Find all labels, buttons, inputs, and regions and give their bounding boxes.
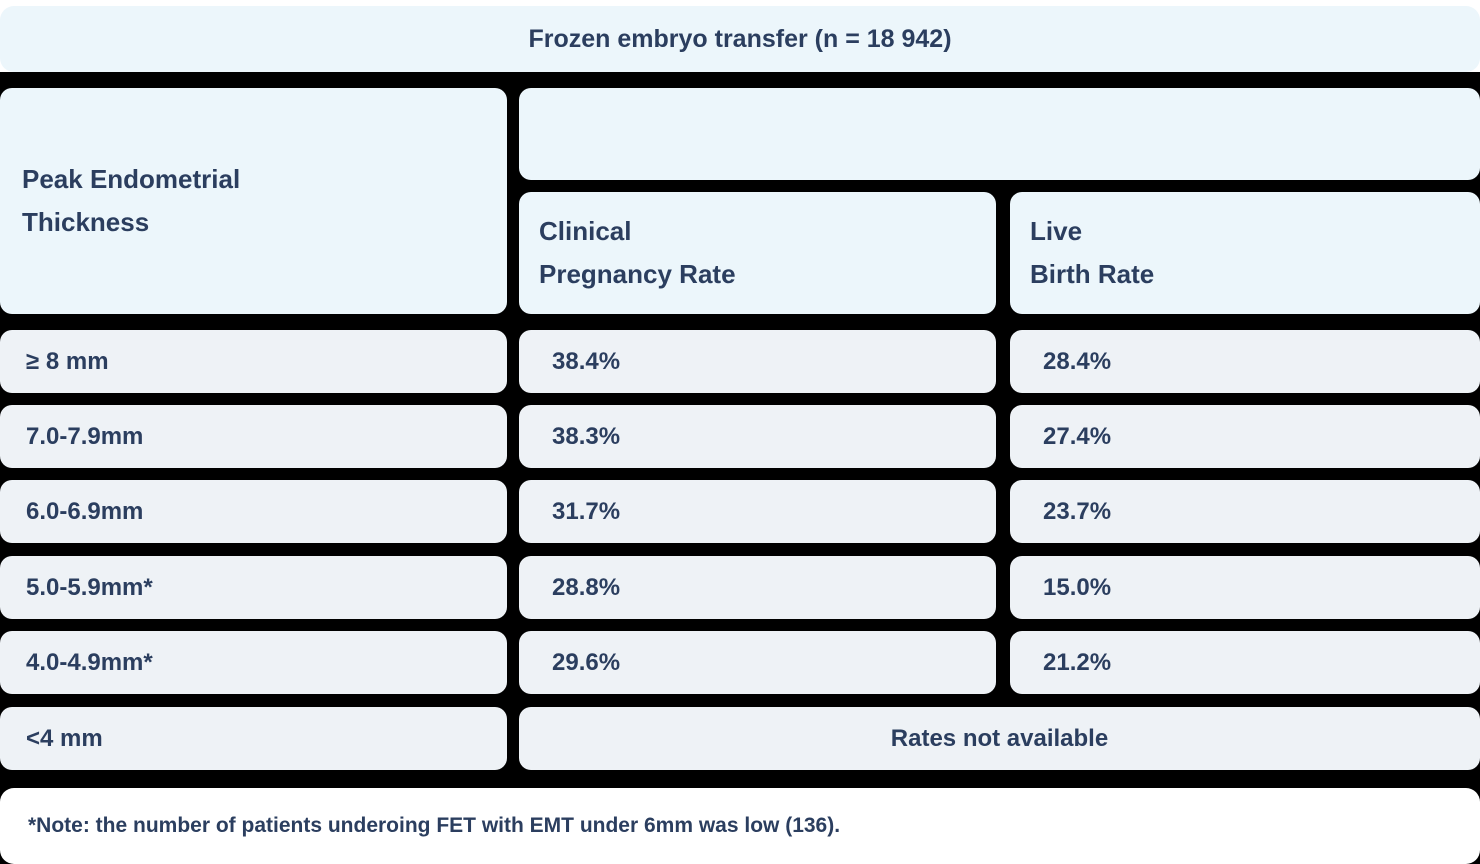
footnote-text: *Note: the number of patients underoing … (28, 814, 841, 837)
table-row-cpr-cell: 38.3% (519, 405, 996, 468)
rates-not-available-cell: Rates not available (519, 707, 1480, 770)
table-row-lbr-cell: 15.0% (1010, 556, 1480, 619)
table-row-cpr-cell: 29.6% (519, 631, 996, 694)
table-row-thickness-cell: 6.0-6.9mm (0, 480, 507, 543)
table-row-cpr-cell: 31.7% (519, 480, 996, 543)
column-header-peak-endometrial-thickness: Peak Endometrial Thickness (0, 88, 507, 314)
table-row-lbr-cell: 21.2% (1010, 631, 1480, 694)
table-row-cpr-cell: 38.4% (519, 330, 996, 393)
table-row-cpr-cell: 28.8% (519, 556, 996, 619)
header-spacer-bar (519, 88, 1480, 180)
table-row-thickness-cell: ≥ 8 mm (0, 330, 507, 393)
column-header-text: Peak Endometrial Thickness (22, 164, 241, 237)
table-title-bar: Frozen embryo transfer (n = 18 942) (0, 6, 1480, 72)
table-row-thickness-cell: 5.0-5.9mm* (0, 556, 507, 619)
column-header-clinical-pregnancy-rate: Clinical Pregnancy Rate (519, 192, 996, 314)
footnote-bar: *Note: the number of patients underoing … (0, 788, 1480, 864)
table-row-lbr-cell: 27.4% (1010, 405, 1480, 468)
column-header-text: Clinical Pregnancy Rate (539, 216, 736, 289)
table-title: Frozen embryo transfer (n = 18 942) (528, 24, 952, 53)
column-header-text: Live Birth Rate (1030, 216, 1155, 289)
table-row-thickness-cell: <4 mm (0, 707, 507, 770)
column-header-live-birth-rate: Live Birth Rate (1010, 192, 1480, 314)
table-row-thickness-cell: 4.0-4.9mm* (0, 631, 507, 694)
table-grid: Peak Endometrial Thickness Clinical Preg… (0, 72, 1480, 864)
table-row-lbr-cell: 28.4% (1010, 330, 1480, 393)
table-row-lbr-cell: 23.7% (1010, 480, 1480, 543)
table-row-thickness-cell: 7.0-7.9mm (0, 405, 507, 468)
